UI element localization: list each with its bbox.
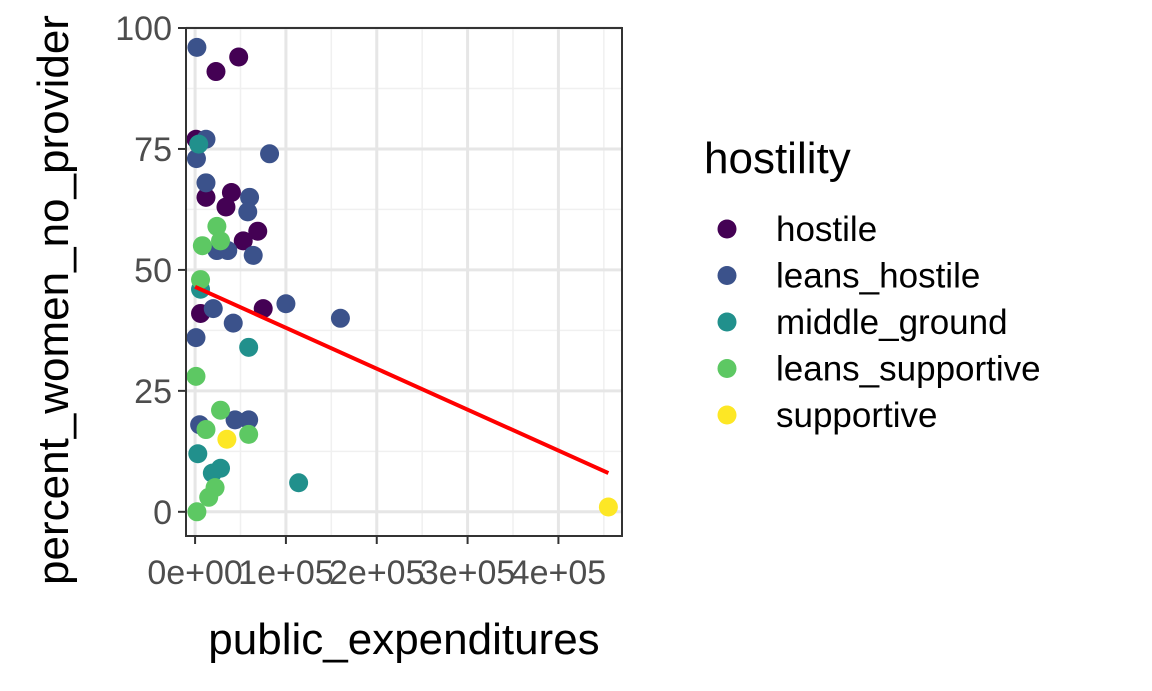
x-tick-label: 4e+05: [511, 554, 607, 592]
data-point-leans_hostile: [186, 328, 206, 348]
data-point-leans_hostile: [223, 313, 243, 333]
data-point-leans_supportive: [211, 400, 231, 420]
data-point-hostile: [206, 62, 226, 82]
data-point-leans_hostile: [239, 410, 259, 430]
panel-border: [185, 27, 623, 537]
data-point-leans_hostile: [187, 37, 207, 57]
y-tick-label: 25: [134, 373, 172, 411]
y-tick-label: 75: [134, 131, 172, 169]
y-tick-label: 50: [134, 252, 172, 290]
legend-label-supportive: supportive: [776, 396, 937, 435]
data-point-leans_hostile: [238, 202, 258, 222]
data-point-supportive: [598, 497, 618, 517]
trend-line: [194, 285, 610, 475]
data-point-leans_hostile: [276, 294, 296, 314]
data-point-leans_supportive: [196, 420, 216, 440]
x-tick-label: 2e+05: [329, 554, 425, 592]
data-point-leans_hostile: [260, 144, 280, 164]
x-axis-title: public_expenditures: [208, 615, 599, 664]
data-point-middle_ground: [189, 134, 209, 154]
data-point-hostile: [221, 182, 241, 202]
data-point-leans_hostile: [330, 308, 350, 328]
data-point-leans_hostile: [225, 410, 245, 430]
data-point-hostile: [196, 187, 216, 207]
data-point-leans_supportive: [187, 502, 207, 522]
legend-key-hostile: [717, 219, 737, 239]
data-point-leans_hostile: [240, 187, 260, 207]
y-tick-label: 0: [153, 494, 172, 532]
x-tick-label: 3e+05: [420, 554, 516, 592]
y-tick-label: 100: [115, 10, 172, 48]
x-tick-label: 1e+05: [238, 554, 334, 592]
data-point-middle_ground: [239, 337, 259, 357]
legend-key-leans_supportive: [717, 359, 737, 378]
data-point-middle_ground: [289, 473, 309, 493]
y-axis-title: percent_women_no_provider: [29, 15, 78, 585]
legend-label-hostile: hostile: [776, 210, 877, 249]
data-point-leans_supportive: [207, 216, 227, 236]
data-point-middle_ground: [202, 463, 222, 483]
legend: hostility hostile leans_hostile middle_gro…: [704, 134, 1041, 435]
data-point-hostile: [233, 231, 253, 251]
data-point-leans_hostile: [243, 245, 263, 265]
data-point-hostile: [248, 221, 268, 241]
data-point-leans_hostile: [203, 299, 223, 319]
data-point-hostile: [216, 197, 236, 217]
data-point-middle_ground: [188, 444, 208, 464]
x-tick-label: 0e+00: [147, 554, 243, 592]
data-point-leans_supportive: [191, 270, 211, 290]
legend-key-supportive: [717, 405, 737, 425]
data-point-hostile: [229, 47, 249, 67]
data-point-leans_supportive: [186, 366, 206, 386]
data-point-leans_supportive: [192, 236, 212, 256]
legend-label-leans_supportive: leans_supportive: [776, 350, 1041, 389]
panel-background: [186, 28, 622, 536]
plot-area: [186, 26, 622, 536]
legend-label-middle_ground: middle_ground: [776, 303, 1008, 342]
legend-label-leans_hostile: leans_hostile: [776, 257, 980, 296]
data-point-leans_hostile: [196, 173, 216, 193]
data-point-leans_supportive: [211, 231, 231, 251]
data-point-leans_hostile: [186, 149, 206, 169]
legend-key-leans_hostile: [717, 266, 737, 285]
data-point-leans_supportive: [239, 424, 259, 444]
legend-key-middle_ground: [717, 312, 737, 332]
legend-title: hostility: [704, 134, 851, 183]
data-point-supportive: [217, 429, 237, 449]
data-point-leans_supportive: [199, 487, 219, 507]
